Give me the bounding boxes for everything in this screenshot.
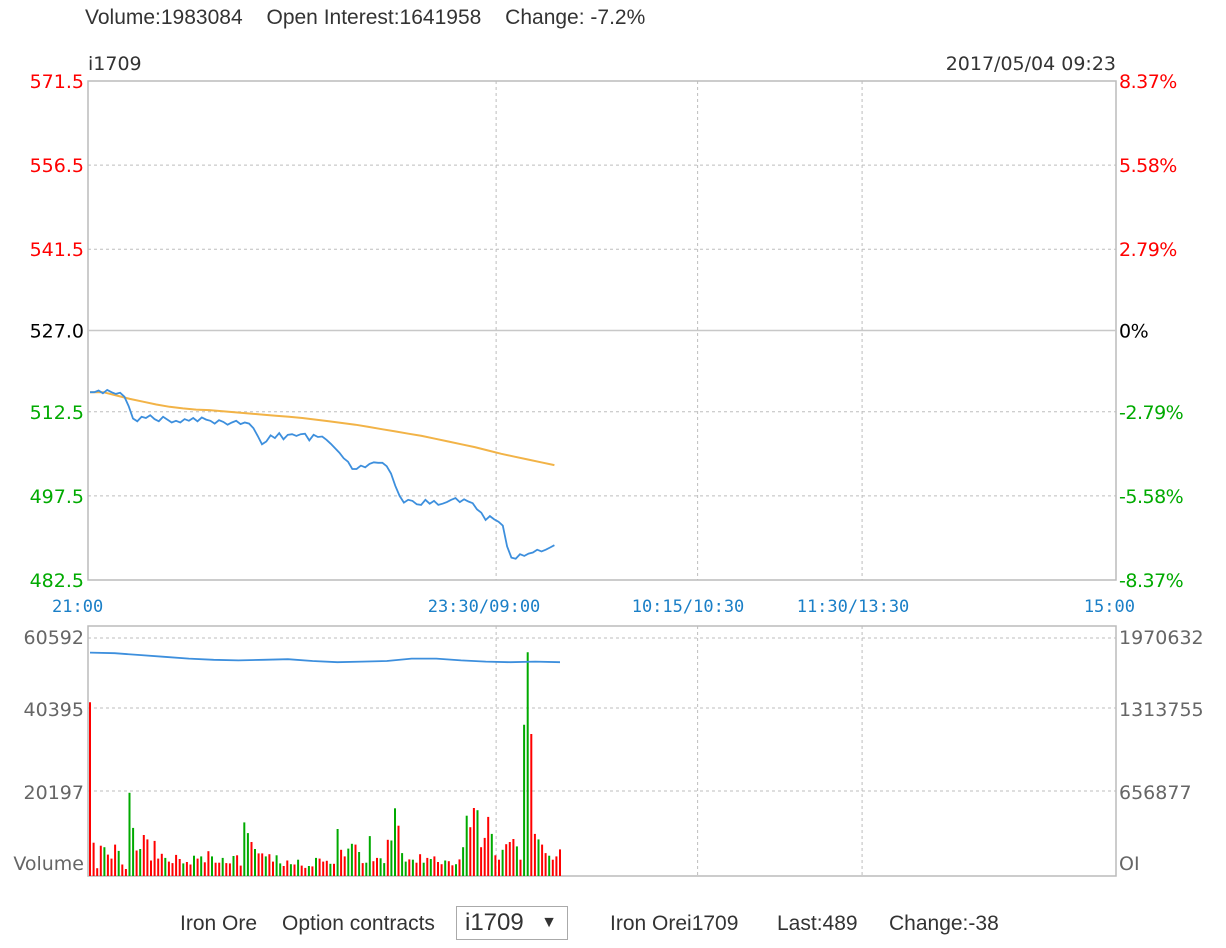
oi-tick-label: 1970632 bbox=[1119, 627, 1204, 649]
volume-tick-label: 40395 bbox=[24, 699, 84, 721]
contract-label: i1709 bbox=[88, 53, 142, 75]
time-tick-label: 10:15/10:30 bbox=[632, 597, 745, 617]
pct-tick-label: -5.58% bbox=[1119, 486, 1183, 508]
price-tick-label: 571.5 bbox=[30, 71, 84, 93]
chevron-down-icon: ▼ bbox=[541, 914, 557, 931]
pct-tick-label: -2.79% bbox=[1119, 402, 1183, 424]
chart-area: i1709 2017/05/04 09:23 571.5 8.37% 556.5 5.58… bbox=[13, 53, 1204, 877]
time-tick-label: 23:30/09:00 bbox=[428, 597, 541, 617]
price-tick-label: 497.5 bbox=[30, 486, 84, 508]
pct-tick-label: 8.37% bbox=[1119, 71, 1177, 93]
last-price: Last:489 bbox=[777, 912, 858, 935]
oi-tick-label: 656877 bbox=[1119, 782, 1192, 804]
average-price-line bbox=[90, 391, 555, 467]
time-tick-label: 21:00 bbox=[52, 597, 103, 617]
volume-stat: Volume:1983084 bbox=[85, 6, 243, 29]
pct-tick-label: 0% bbox=[1119, 321, 1148, 343]
header-stats: Volume:1983084 Open Interest:1641958 Cha… bbox=[85, 6, 663, 30]
price-tick-label: 482.5 bbox=[30, 570, 84, 592]
oi-tick-label: 1313755 bbox=[1119, 699, 1204, 721]
pct-tick-label: 2.79% bbox=[1119, 239, 1177, 261]
oi-tick-label: OI bbox=[1119, 853, 1140, 875]
volume-frame bbox=[87, 625, 1117, 877]
pct-tick-label: -8.37% bbox=[1119, 570, 1183, 592]
price-change: Change:-38 bbox=[889, 912, 999, 935]
product-label: Iron Ore bbox=[180, 912, 258, 935]
price-tick-label: 541.5 bbox=[30, 239, 84, 261]
volume-tick-label: 20197 bbox=[24, 782, 84, 804]
time-tick-label: 15:00 bbox=[1084, 597, 1135, 617]
contract-bar: Iron Ore Option contracts i1709 ▼ Iron O… bbox=[0, 904, 1226, 948]
open-interest-line bbox=[89, 651, 561, 664]
change-stat: Change: -7.2% bbox=[505, 6, 646, 29]
price-tick-label: 556.5 bbox=[30, 155, 84, 177]
contract-select-value: i1709 bbox=[465, 909, 524, 936]
pct-tick-label: 5.58% bbox=[1119, 155, 1177, 177]
timestamp-label: 2017/05/04 09:23 bbox=[946, 53, 1116, 75]
open-interest-stat: Open Interest:1641958 bbox=[266, 6, 482, 29]
volume-tick-label: Volume bbox=[13, 853, 84, 875]
quote-name: Iron Orei1709 bbox=[610, 912, 739, 935]
volume-tick-label: 60592 bbox=[24, 627, 84, 649]
price-tick-label: 527.0 bbox=[30, 321, 84, 343]
price-tick-label: 512.5 bbox=[30, 402, 84, 424]
time-tick-label: 11:30/13:30 bbox=[797, 597, 910, 617]
price-line bbox=[90, 388, 555, 560]
option-contracts-label: Option contracts bbox=[282, 912, 435, 935]
contract-select[interactable]: i1709 ▼ bbox=[456, 906, 568, 940]
